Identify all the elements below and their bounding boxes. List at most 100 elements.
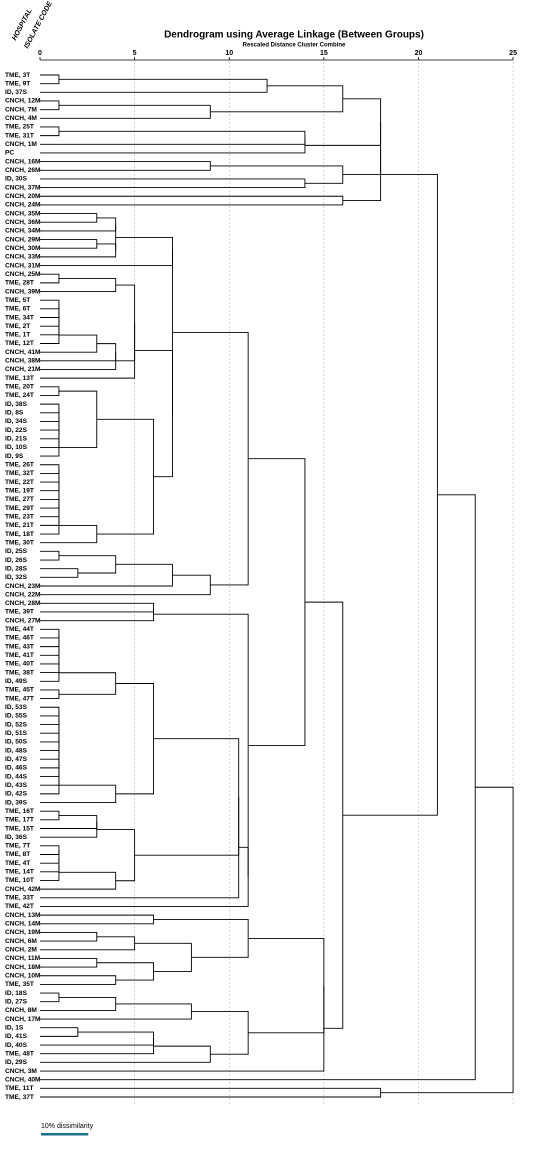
cluster-link <box>134 738 240 856</box>
cluster-link <box>40 236 173 266</box>
cluster-link <box>40 810 60 821</box>
cluster-link <box>40 516 60 535</box>
x-tick-label: 20 <box>415 50 423 57</box>
cluster-link <box>153 918 249 958</box>
cluster-link <box>40 568 79 578</box>
leaf-label: TME, 22T <box>5 479 34 486</box>
leaf-label: ID, 22S <box>5 427 28 434</box>
cluster-link <box>40 278 117 292</box>
cluster-link <box>40 640 60 656</box>
leaf-label: TME, 20T <box>5 384 34 391</box>
leaf-label: TME, 18T <box>5 531 34 538</box>
cluster-link <box>342 122 382 176</box>
leaf-label: TME, 32T <box>5 470 34 477</box>
leaf-label: ID, 44S <box>5 773 28 780</box>
cluster-link <box>40 161 211 171</box>
cluster-link <box>40 975 117 985</box>
cluster-link <box>172 332 249 586</box>
leaf-label: CNCH, 31M <box>5 262 41 269</box>
cluster-link <box>58 555 117 574</box>
leaf-label: TME, 35T <box>5 981 34 988</box>
leaf-label: TME, 48T <box>5 1050 34 1057</box>
leaf-label: TME, 47T <box>5 695 34 702</box>
leaf-label: CNCH, 30M <box>5 245 41 252</box>
leaf-label: TME, 28T <box>5 280 34 287</box>
cluster-link <box>40 524 98 544</box>
cluster-link <box>96 418 154 535</box>
leaf-label: ID, 21S <box>5 436 28 443</box>
cluster-link <box>40 74 60 85</box>
cluster-link <box>40 985 325 1072</box>
leaf-label: CNCH, 2M <box>5 947 37 954</box>
cluster-link <box>40 1038 154 1055</box>
leaf-label: TME, 8T <box>5 851 30 858</box>
cluster-link <box>40 326 60 344</box>
leaf-label: TME, 4T <box>5 860 30 867</box>
leaf-label: ID, 25S <box>5 548 28 555</box>
scale-bar <box>41 1133 89 1136</box>
chart-subtitle: Rescaled Distance Cluster Combine <box>243 43 346 49</box>
leaf-label: CNCH, 20M <box>5 193 41 200</box>
cluster-link <box>40 239 98 249</box>
chart-title: Dendrogram using Average Linkage (Betwee… <box>164 30 424 41</box>
cluster-link <box>40 602 154 613</box>
cluster-link <box>40 846 249 907</box>
cluster-link <box>210 165 344 184</box>
cluster-link <box>40 137 306 154</box>
leaf-label: ID, 18S <box>5 990 28 997</box>
leaf-label: CNCH, 14M <box>5 921 41 928</box>
cluster-link <box>40 439 60 457</box>
cluster-link <box>40 574 211 596</box>
leaf-label: TME, 16T <box>5 808 34 815</box>
leaf-label: CNCH, 38M <box>5 358 41 365</box>
leaf-label: CNCH, 23M <box>5 583 41 590</box>
leaf-label: ID, 32S <box>5 574 28 581</box>
leaf-label: CNCH, 16M <box>5 158 41 165</box>
cluster-link <box>40 195 344 206</box>
cluster-link <box>40 822 98 838</box>
cluster-link <box>40 957 98 968</box>
leaf-label: ID, 30S <box>5 176 28 183</box>
cluster-link <box>40 100 60 111</box>
leaf-label: TME, 23T <box>5 513 34 520</box>
cluster-link <box>153 613 249 877</box>
cluster-link <box>40 550 60 561</box>
leaf-label: TME, 17T <box>5 817 34 824</box>
leaf-label: CNCH, 17M <box>5 1016 41 1023</box>
leaf-label: CNCH, 42M <box>5 886 41 893</box>
leaf-label: CNCH, 22M <box>5 591 41 598</box>
leaf-label: TME, 37T <box>5 1094 34 1101</box>
leaf-label: CNCH, 40M <box>5 1076 41 1083</box>
leaf-label: TME, 14T <box>5 869 34 876</box>
cluster-link <box>248 937 325 1034</box>
leaf-label: ID, 41S <box>5 1033 28 1040</box>
leaf-label: TME, 29T <box>5 505 34 512</box>
cluster-link <box>40 796 240 899</box>
cluster-link <box>40 1027 79 1037</box>
cluster-link <box>210 85 344 113</box>
cluster-link <box>380 786 514 1094</box>
leaf-label: TME, 40T <box>5 661 34 668</box>
leaf-label: ID, 49S <box>5 678 28 685</box>
leaf-label: ID, 10S <box>5 444 28 451</box>
leaf-label: ID, 28S <box>5 565 28 572</box>
x-tick-label: 5 <box>133 50 137 57</box>
leaf-label: TME, 38T <box>5 669 34 676</box>
cluster-link <box>40 304 60 318</box>
cluster-link <box>40 414 60 431</box>
cluster-link <box>40 711 60 726</box>
leaf-label: TME, 25T <box>5 124 34 131</box>
leaf-label: ID, 47S <box>5 756 28 763</box>
cluster-link <box>40 352 117 370</box>
leaf-label: ID, 53S <box>5 704 28 711</box>
leaf-label: CNCH, 3M <box>5 1068 37 1075</box>
cluster-link <box>40 464 60 474</box>
leaf-label: TME, 30T <box>5 539 34 546</box>
leaf-label: CNCH, 10M <box>5 972 41 979</box>
leaf-label: ID, 38S <box>5 401 28 408</box>
leaf-label: CNCH, 1M <box>5 141 37 148</box>
cluster-link <box>40 322 136 379</box>
cluster-link <box>342 148 382 202</box>
cluster-link <box>115 683 154 795</box>
leaf-label: CNCH, 18M <box>5 964 41 971</box>
